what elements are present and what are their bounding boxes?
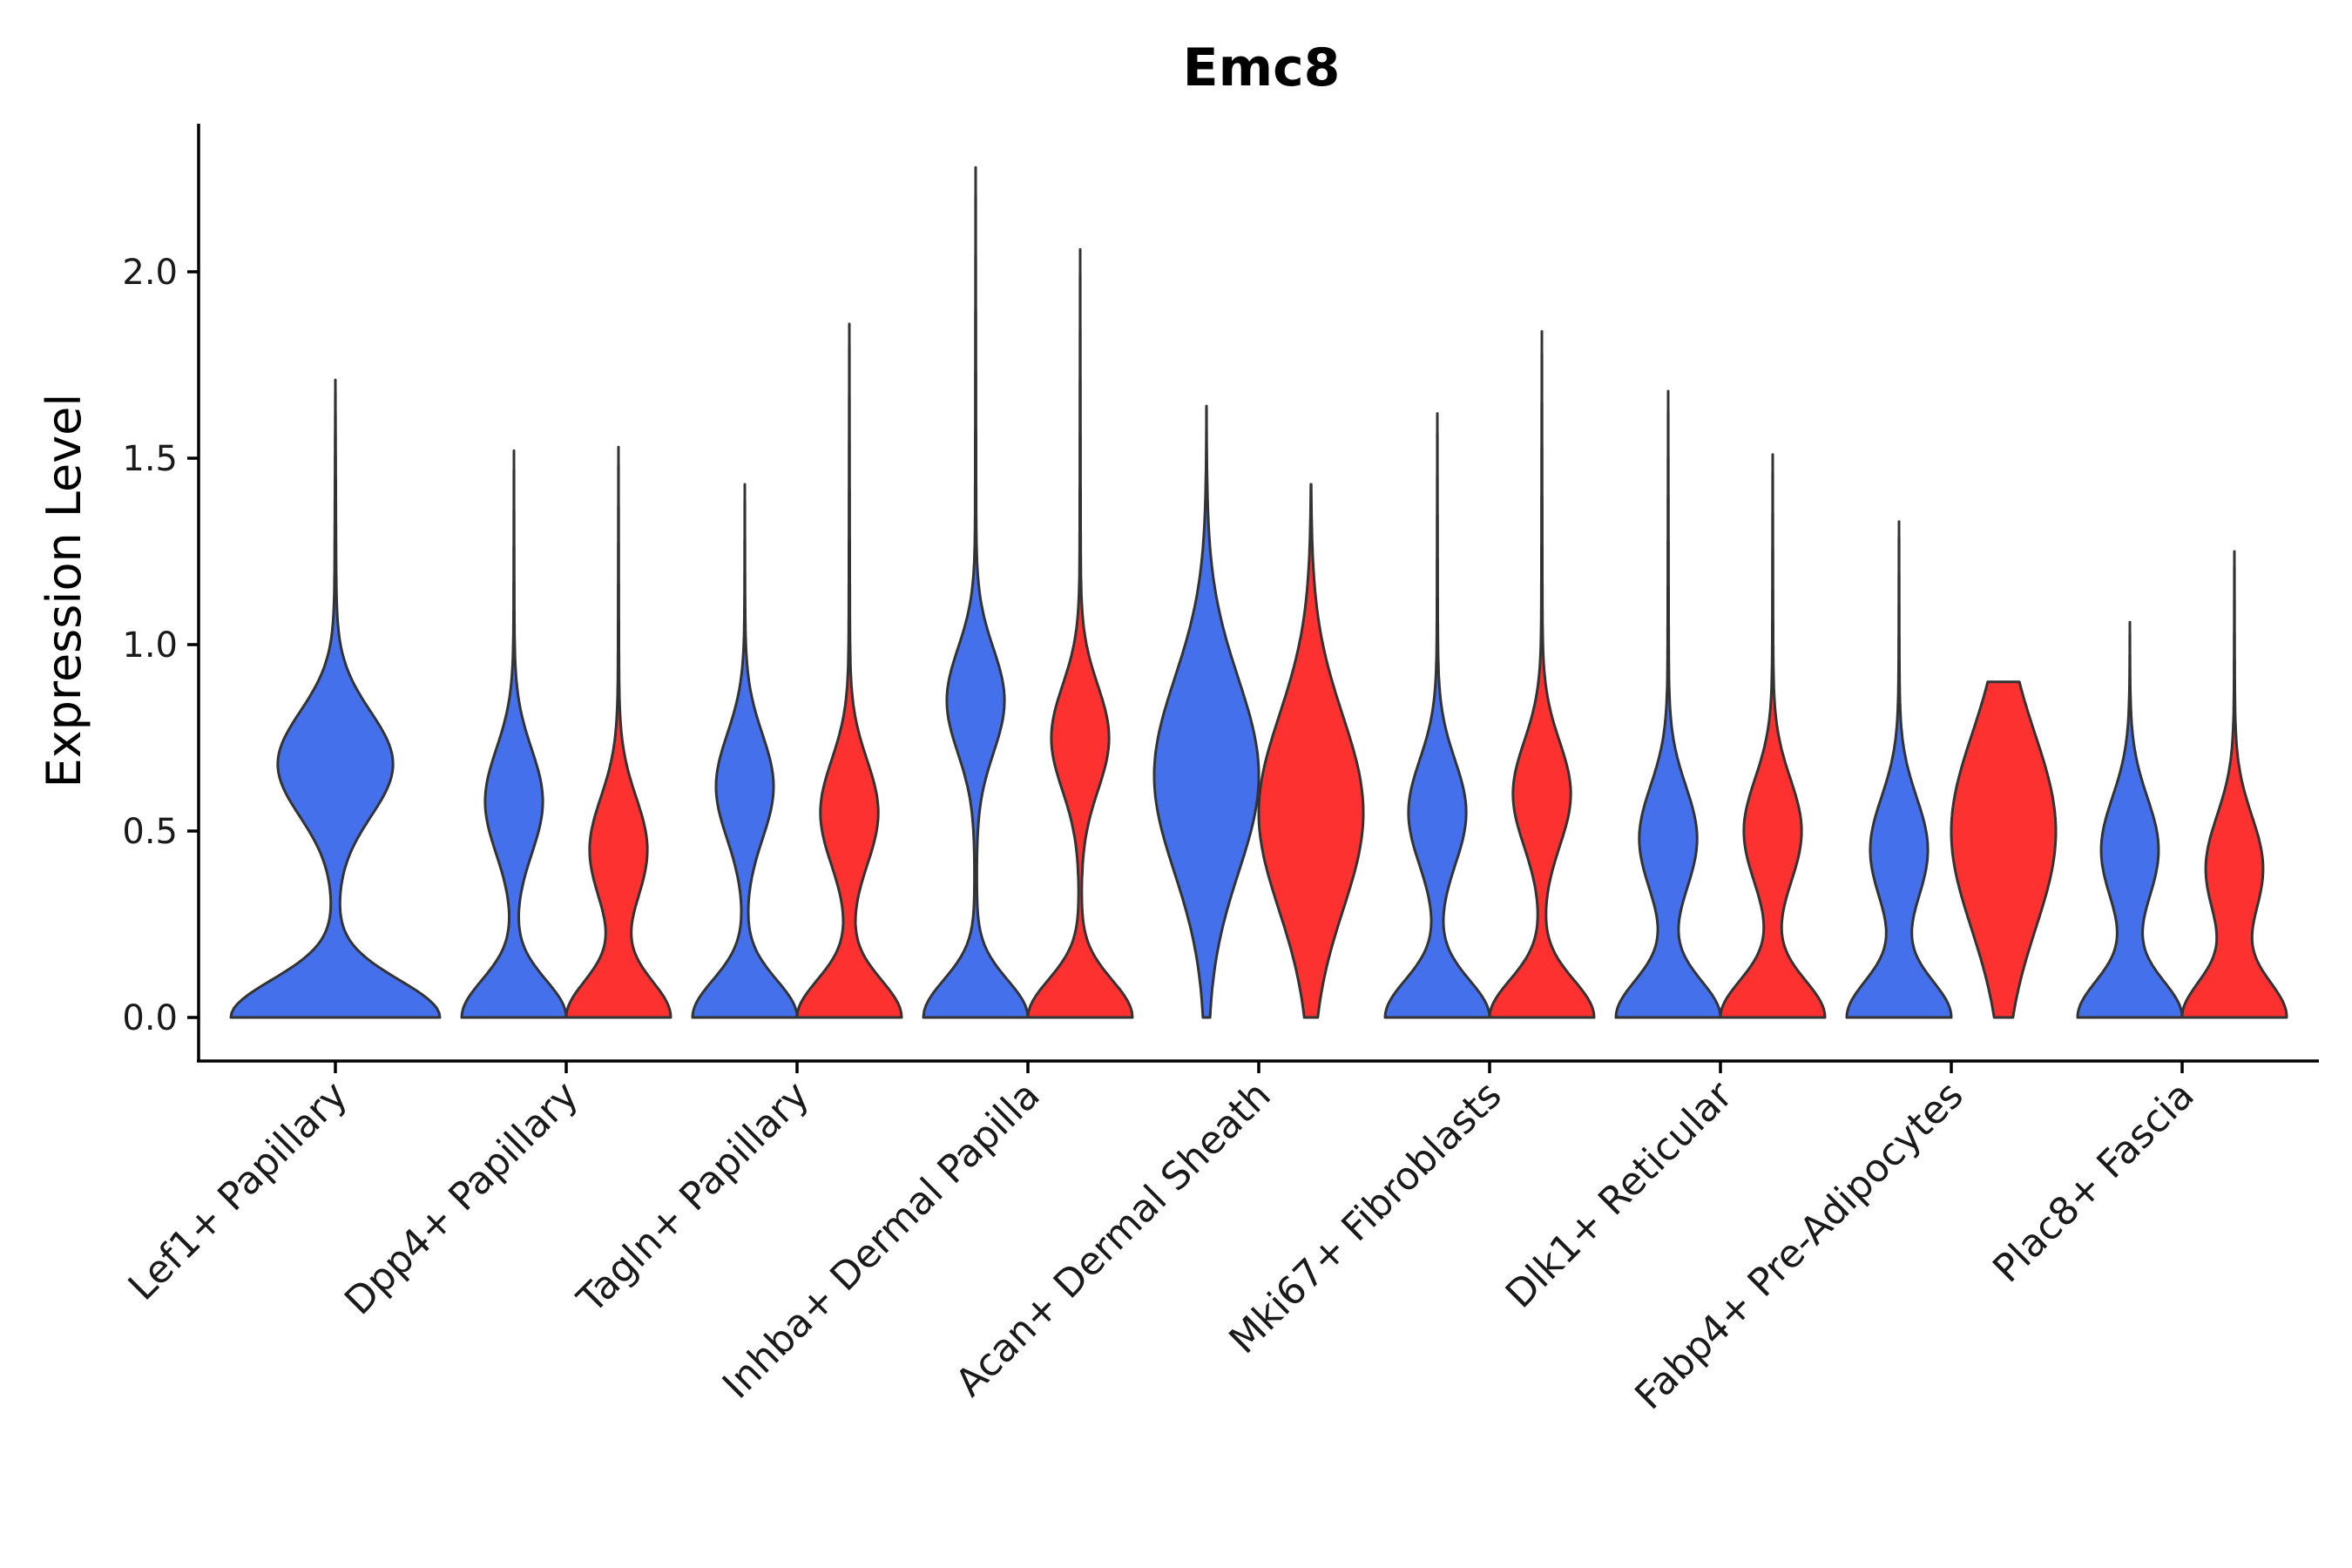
y-tick-label: 2.0 xyxy=(122,253,178,293)
violin-red-6 xyxy=(1488,330,1596,1019)
violin-blue-5 xyxy=(1152,404,1260,1019)
y-tick-label: 0.0 xyxy=(122,998,178,1038)
violin-blue-9 xyxy=(2076,620,2184,1019)
chart-title: Emc8 xyxy=(1183,37,1341,98)
y-tick-label: 1.5 xyxy=(122,439,178,479)
violin-blue-4 xyxy=(922,166,1030,1019)
y-axis-label: Expression Level xyxy=(37,394,91,788)
violin-red-5 xyxy=(1257,483,1365,1019)
violin-red-9 xyxy=(2180,550,2288,1019)
violin-blue-8 xyxy=(1845,520,1953,1019)
y-ticks: 0.0 0.5 1.0 1.5 2.0 xyxy=(122,253,199,1038)
y-tick-label: 1.0 xyxy=(122,625,178,666)
x-tick-label: Dlk1+ Reticular xyxy=(1497,1072,1742,1317)
violin-red-7 xyxy=(1719,453,1827,1019)
violin-blue-3 xyxy=(691,483,799,1019)
x-tick-label: Tagln+ Papillary xyxy=(569,1073,818,1322)
x-tick-label: Plac8+ Fascia xyxy=(1984,1073,2203,1292)
violin-blue-1 xyxy=(229,378,442,1019)
x-tick-label: Dpp4+ Papillary xyxy=(336,1073,587,1324)
violin-red-2 xyxy=(564,445,672,1019)
violin-blue-2 xyxy=(460,449,568,1019)
violin-blue-7 xyxy=(1614,389,1722,1019)
x-tick-label: Lef1+ Papillary xyxy=(120,1073,356,1309)
violin-group xyxy=(229,166,2288,1019)
violin-blue-6 xyxy=(1383,412,1491,1019)
violin-red-3 xyxy=(795,322,903,1019)
violin-red-4 xyxy=(1026,247,1134,1019)
y-tick-label: 0.5 xyxy=(122,812,178,852)
violin-red-8 xyxy=(1950,680,2058,1019)
